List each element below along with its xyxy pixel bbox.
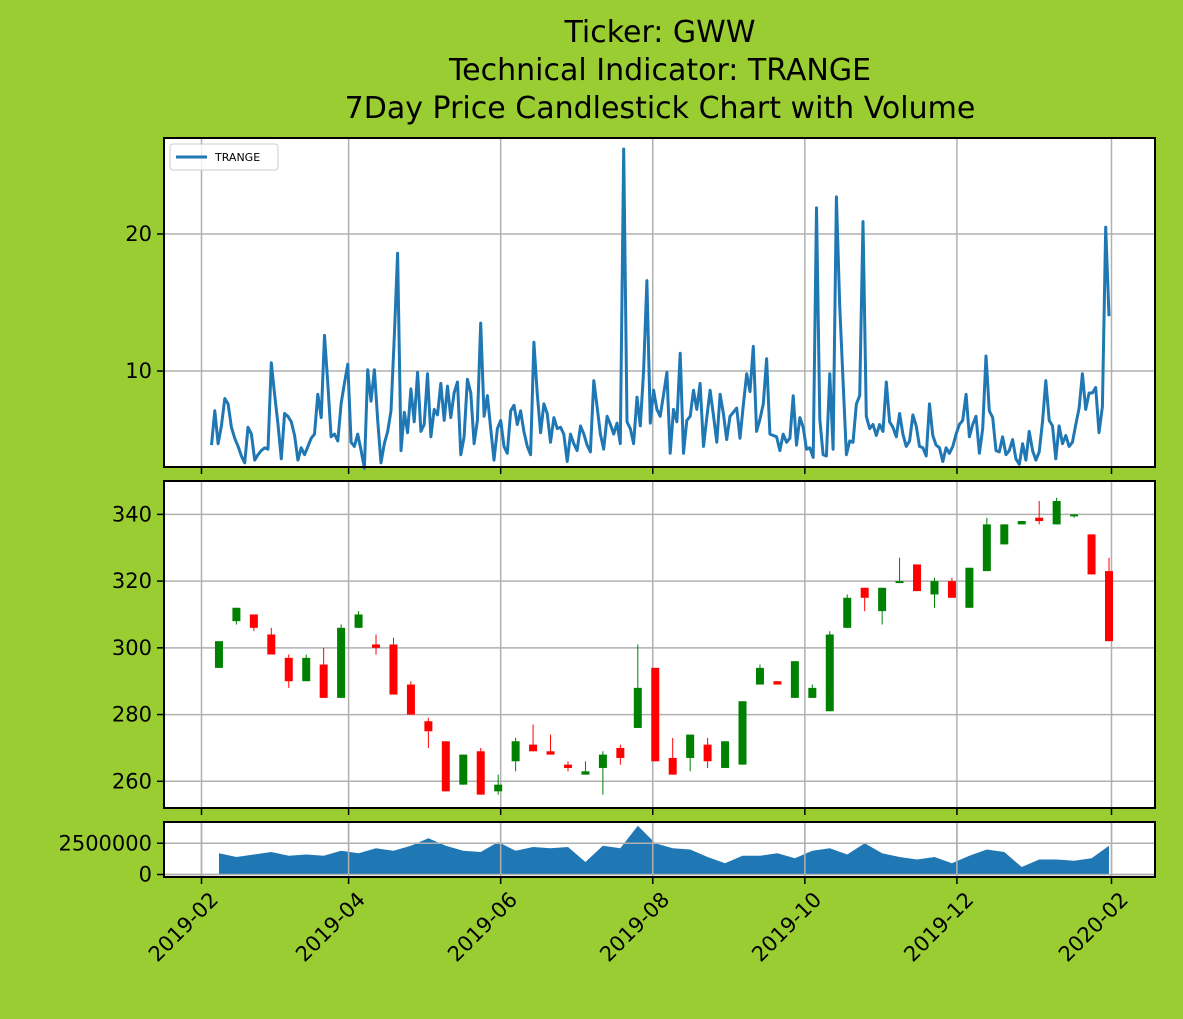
candle-body	[825, 634, 834, 712]
x-tick-label: 2019-02	[144, 887, 223, 966]
candle-body	[232, 607, 241, 622]
candle-body	[633, 687, 642, 728]
candle-body	[494, 784, 503, 792]
ind-panel-background	[164, 138, 1155, 467]
candle-body	[1087, 534, 1096, 575]
candle-body	[372, 644, 381, 648]
volume-y-tick-label: 0	[139, 863, 152, 887]
candle-body	[354, 614, 363, 628]
candle-body	[406, 684, 415, 715]
price-y-tick-label: 320	[112, 569, 152, 593]
candle-body	[581, 771, 590, 775]
candle-body	[476, 751, 485, 795]
candle-body	[895, 581, 904, 584]
candle-body	[808, 687, 817, 698]
candle-body	[982, 524, 991, 572]
candle-body	[930, 581, 939, 595]
x-tick-label: 2019-08	[595, 887, 674, 966]
chart-title-line-1: Ticker: GWW	[564, 15, 756, 50]
candle-body	[616, 747, 625, 758]
legend-label-trange: TRANGE	[214, 151, 260, 164]
candle-body	[843, 597, 852, 628]
candle-body	[511, 741, 520, 762]
price-y-tick-label: 300	[112, 636, 152, 660]
candle-body	[424, 721, 433, 732]
candle-body	[686, 734, 695, 758]
candle-body	[878, 587, 887, 612]
x-tick-label: 2019-06	[443, 887, 522, 966]
candle-body	[913, 564, 922, 592]
x-tick-label: 2019-04	[291, 887, 370, 966]
candle-body	[668, 757, 677, 775]
price-y-tick-label: 340	[112, 502, 152, 526]
candle-body	[1000, 524, 1009, 545]
candle-body	[1035, 517, 1044, 522]
candle-body	[529, 744, 538, 752]
candle-body	[441, 741, 450, 792]
frame-layer	[157, 137, 1156, 884]
chart-title: Ticker: GWW Technical Indicator: TRANGE …	[0, 14, 1183, 128]
chart-title-line-3: 7Day Price Candlestick Chart with Volume	[344, 91, 976, 126]
vol-panel-frame	[163, 821, 1156, 878]
ind-panel-frame	[163, 137, 1156, 468]
price-panel-frame	[163, 480, 1156, 809]
indicator-y-tick-label: 20	[125, 222, 152, 246]
candle-body	[546, 751, 555, 755]
candle-body	[249, 614, 258, 628]
candle-body	[1070, 514, 1079, 517]
candle-body	[459, 754, 468, 785]
candle-body	[284, 657, 293, 682]
legend: TRANGE	[169, 143, 279, 171]
candle-body	[755, 667, 764, 685]
candle-body	[214, 641, 223, 668]
chart-title-line-2: Technical Indicator: TRANGE	[448, 53, 872, 88]
candle-body	[267, 634, 276, 655]
candle-body	[302, 657, 311, 682]
candle-body	[1052, 501, 1061, 525]
candle-body	[773, 681, 782, 685]
candle-body	[790, 661, 799, 698]
candle-body	[337, 627, 346, 698]
candle-body	[319, 664, 328, 698]
candle-body	[598, 754, 607, 768]
volume-area	[219, 825, 1109, 875]
candle-body	[947, 581, 956, 598]
grid-layer	[164, 138, 1155, 877]
trange-series-line	[210, 147, 1111, 470]
x-tick-label: 2020-02	[1054, 887, 1133, 966]
price-y-tick-label: 260	[112, 769, 152, 793]
candle-body	[1105, 571, 1114, 642]
candle-body	[738, 701, 747, 765]
candle-body	[703, 744, 712, 762]
price-y-tick-label: 280	[112, 703, 152, 727]
candle-body	[563, 764, 572, 768]
marks-layer	[164, 147, 1155, 877]
candle-body	[721, 741, 730, 768]
legend-box	[169, 143, 279, 171]
candle-body	[389, 644, 398, 695]
candle-body	[860, 587, 869, 598]
indicator-y-tick-label: 10	[125, 359, 152, 383]
x-tick-label: 2019-10	[747, 887, 826, 966]
volume-y-tick-label: 2500000	[58, 831, 152, 855]
candle-body	[965, 567, 974, 608]
candle-body	[651, 667, 660, 762]
x-tick-label: 2019-12	[899, 887, 978, 966]
candle-body	[1017, 521, 1026, 525]
